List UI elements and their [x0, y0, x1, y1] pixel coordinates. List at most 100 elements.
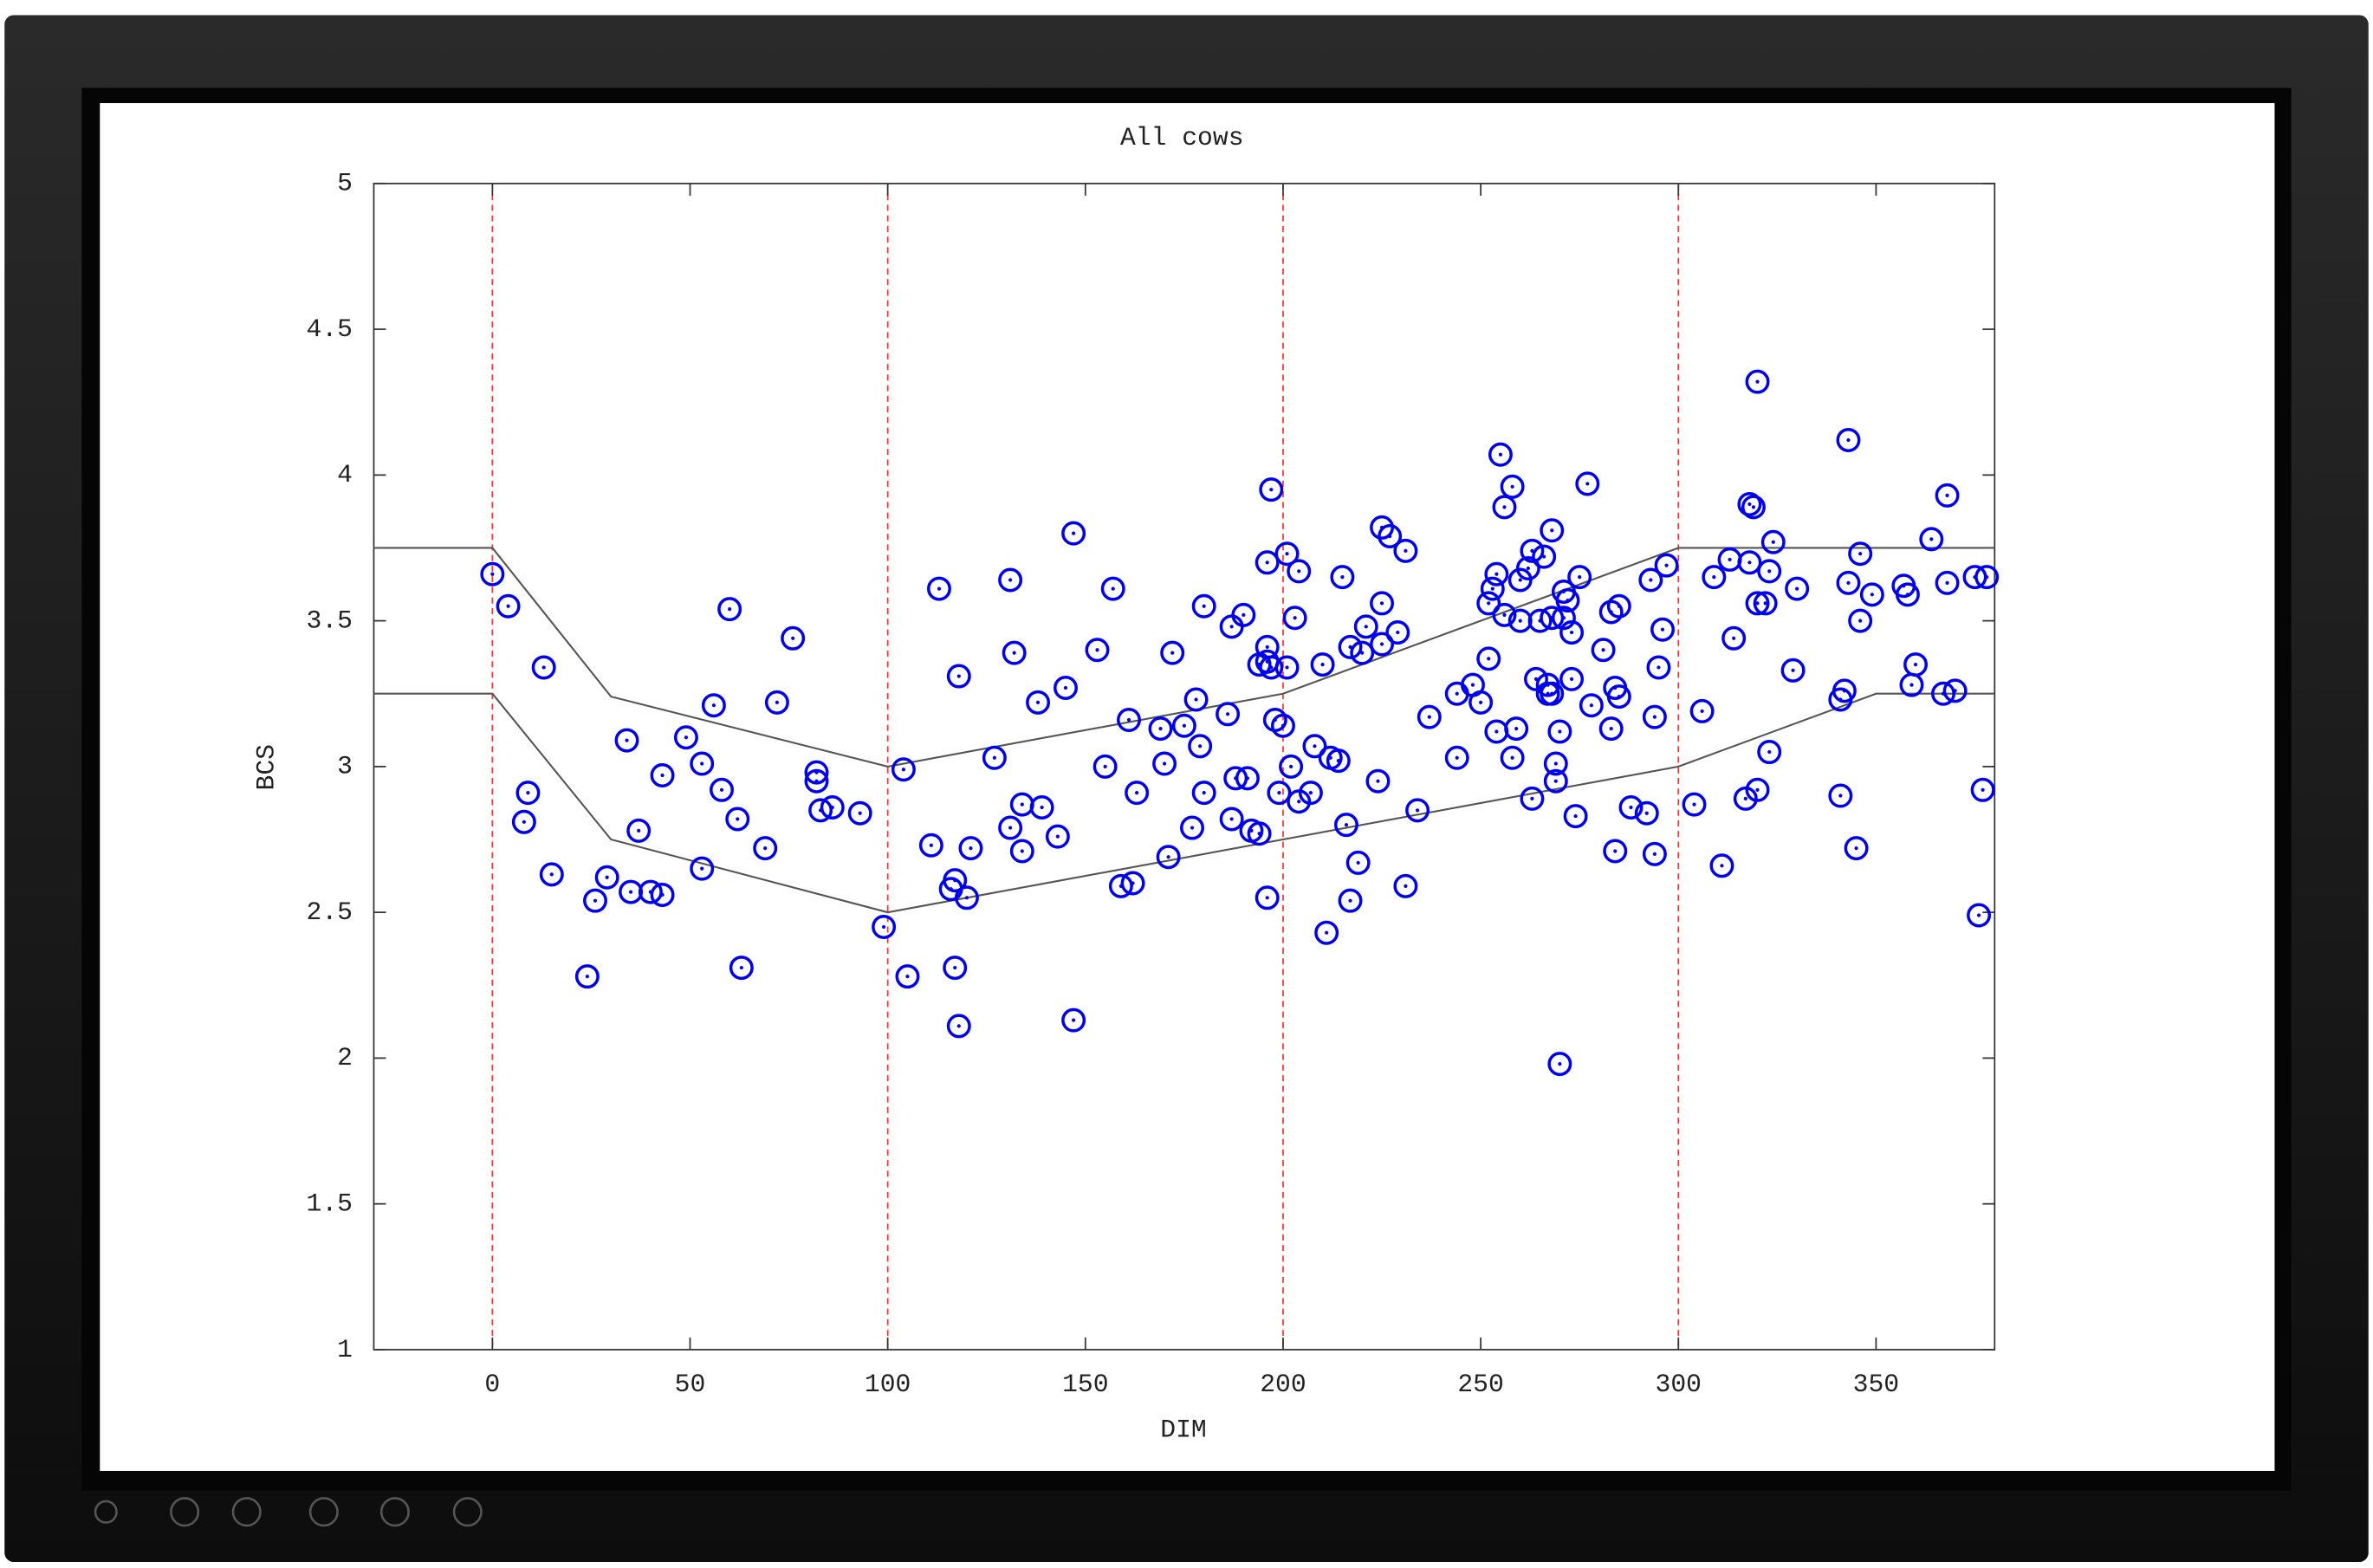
x-tick-label: 50	[675, 1370, 706, 1399]
point-ring	[1378, 524, 1403, 549]
data-point	[1444, 745, 1469, 770]
point-ring	[1259, 477, 1284, 502]
point-ring	[1598, 716, 1624, 742]
data-point	[1515, 556, 1540, 581]
data-point	[480, 561, 505, 586]
data-point	[1543, 768, 1568, 794]
point-ring	[1559, 620, 1585, 645]
point-ring	[847, 800, 872, 826]
point-dot	[1846, 580, 1851, 585]
point-ring	[1002, 640, 1027, 665]
point-dot	[1111, 586, 1115, 591]
point-ring	[1500, 474, 1525, 499]
point-dot	[1020, 802, 1024, 807]
point-ring	[539, 862, 564, 887]
point-dot	[1490, 586, 1494, 591]
data-point	[1393, 873, 1418, 898]
point-ring	[1231, 602, 1256, 627]
data-point	[650, 762, 675, 787]
point-dot	[605, 875, 609, 879]
point-ring	[1370, 632, 1395, 657]
point-dot	[1126, 717, 1131, 722]
data-point	[982, 745, 1007, 770]
point-ring	[1547, 1052, 1572, 1077]
data-point	[1520, 786, 1545, 811]
data-point	[1974, 565, 2000, 590]
point-ring	[1931, 681, 1955, 706]
point-dot	[1202, 791, 1206, 795]
data-point	[1709, 853, 1734, 878]
data-point	[1859, 582, 1884, 607]
point-dot	[1542, 554, 1546, 559]
data-point	[1745, 777, 1770, 802]
point-ring	[1543, 768, 1568, 794]
point-ring	[1848, 608, 1873, 633]
point-dot	[1755, 601, 1760, 606]
data-point	[614, 728, 639, 753]
point-dot	[684, 735, 689, 740]
data-point	[1836, 427, 1861, 452]
data-point	[1650, 617, 1675, 642]
point-ring	[1061, 1008, 1086, 1033]
point-ring	[1092, 754, 1118, 779]
point-dot	[1040, 805, 1044, 810]
point-dot	[1573, 813, 1578, 819]
data-point	[1310, 652, 1335, 677]
data-point	[1235, 766, 1260, 791]
point-ring	[1365, 768, 1391, 794]
point-dot	[1771, 540, 1775, 544]
point-ring	[1709, 853, 1734, 878]
point-ring	[1054, 676, 1078, 701]
point-dot	[1791, 668, 1795, 672]
point-ring	[1314, 920, 1339, 945]
point-dot	[1652, 715, 1657, 719]
point-dot	[1617, 695, 1621, 699]
point-ring	[1555, 588, 1580, 613]
point-dot	[1755, 787, 1760, 792]
point-ring	[804, 760, 829, 785]
point-ring	[1974, 565, 2000, 590]
y-tick-label: 4	[337, 460, 353, 489]
data-point	[1504, 716, 1529, 742]
point-dot	[1561, 616, 1566, 620]
point-ring	[1780, 658, 1806, 683]
point-dot	[1297, 800, 1301, 804]
point-dot	[1265, 896, 1269, 900]
data-point	[1370, 632, 1395, 657]
data-point	[1540, 518, 1565, 543]
data-point	[574, 964, 600, 989]
point-ring	[918, 833, 943, 858]
point-dot	[1103, 764, 1107, 768]
data-point	[673, 725, 698, 750]
point-ring	[1235, 766, 1260, 791]
point-dot	[1320, 662, 1325, 667]
point-dot	[1838, 794, 1843, 798]
point-ring	[1100, 576, 1125, 601]
point-dot	[1379, 601, 1384, 606]
data-point	[998, 815, 1023, 840]
point-dot	[1712, 575, 1716, 580]
point-dot	[1558, 729, 1562, 734]
point-dot	[1905, 593, 1910, 597]
point-ring	[820, 794, 845, 820]
data-point	[1469, 690, 1494, 715]
data-point	[1191, 781, 1216, 806]
point-dot	[660, 773, 665, 778]
point-dot	[1376, 779, 1380, 783]
data-point	[1270, 713, 1295, 738]
point-dot	[1732, 636, 1736, 640]
point-ring	[717, 597, 742, 622]
point-dot	[1269, 488, 1274, 492]
point-dot	[1518, 619, 1522, 623]
data-point	[918, 833, 943, 858]
point-ring	[1682, 792, 1707, 817]
reference-line	[373, 692, 1995, 914]
point-ring	[650, 762, 675, 787]
y-tick-label: 1	[337, 1335, 353, 1364]
data-point	[690, 856, 715, 881]
point-ring	[1859, 582, 1884, 607]
data-point	[1085, 638, 1110, 663]
point-ring	[1515, 556, 1540, 581]
data-point	[1500, 745, 1525, 770]
point-ring	[1330, 565, 1355, 590]
